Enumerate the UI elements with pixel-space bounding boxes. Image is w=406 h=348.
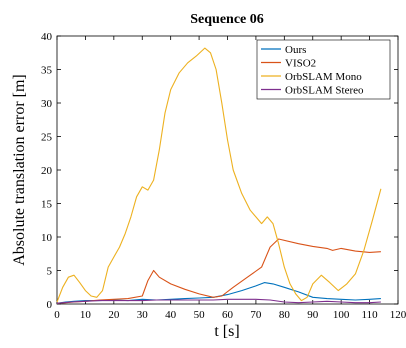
legend-label: OrbSLAM Stereo (285, 85, 364, 97)
y-tick-label: 35 (41, 65, 53, 77)
x-tick-label: 0 (54, 309, 60, 321)
y-tick-label: 10 (41, 232, 53, 244)
x-tick-label: 30 (137, 309, 149, 321)
legend-label: Ours (285, 44, 306, 56)
series-line-3 (56, 47, 382, 303)
y-tick-label: 30 (41, 98, 53, 110)
x-tick-label: 50 (194, 309, 206, 321)
x-tick-label: 70 (250, 309, 262, 321)
x-tick-label: 80 (279, 309, 291, 321)
legend-label: VISO2 (285, 58, 316, 70)
y-tick-label: 5 (47, 266, 53, 278)
x-tick-label: 100 (333, 309, 350, 321)
chart-title: Sequence 06 (190, 12, 264, 27)
x-axis-label: t [s] (214, 323, 239, 340)
x-tick-label: 20 (108, 309, 120, 321)
y-tick-label: 20 (41, 165, 53, 177)
series-line-4 (56, 298, 381, 304)
y-tick-label: 40 (41, 31, 53, 43)
x-tick-label: 10 (80, 309, 92, 321)
legend-label: OrbSLAM Mono (285, 71, 362, 83)
x-tick-label: 110 (362, 309, 379, 321)
y-tick-label: 0 (47, 299, 53, 311)
series-line-2 (56, 238, 381, 304)
y-tick-label: 15 (41, 199, 53, 211)
x-tick-label: 90 (307, 309, 319, 321)
x-tick-label: 120 (390, 309, 406, 321)
y-tick-label: 25 (41, 132, 53, 144)
x-tick-label: 60 (222, 309, 234, 321)
x-tick-label: 40 (165, 309, 177, 321)
series-layer (56, 47, 382, 304)
y-axis-ticks: 0 5 10 15 20 25 30 35 40 (41, 31, 398, 311)
y-axis-label: Absolute translation error [m] (11, 74, 28, 266)
